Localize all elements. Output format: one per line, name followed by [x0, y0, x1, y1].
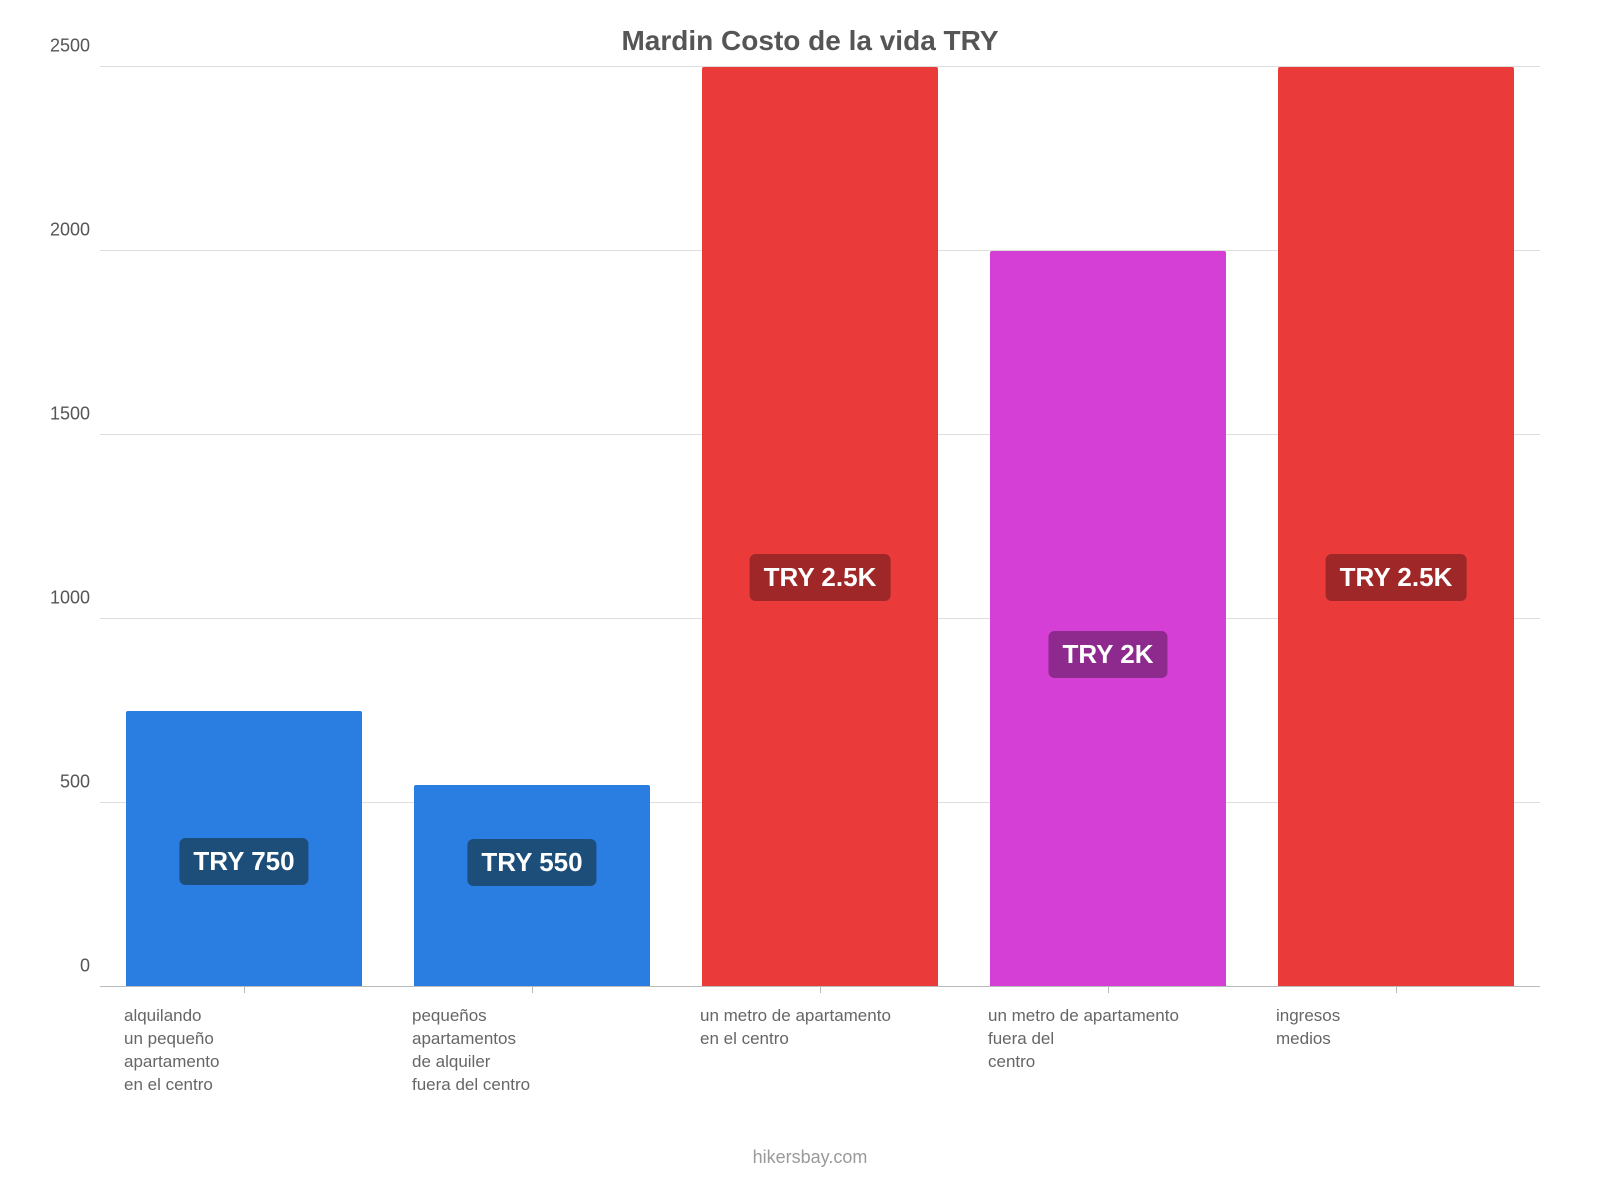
bar-slot: TRY 2.5K	[1252, 67, 1540, 987]
x-labels-row: alquilando un pequeño apartamento en el …	[100, 1005, 1540, 1097]
y-tick-label: 1000	[50, 588, 100, 609]
y-tick-label: 2500	[50, 36, 100, 57]
y-tick-label: 0	[80, 956, 100, 977]
x-tick	[244, 987, 245, 993]
y-tick-label: 1500	[50, 404, 100, 425]
value-badge: TRY 550	[467, 839, 596, 886]
bar: TRY 550	[414, 785, 650, 987]
x-tick	[1108, 987, 1109, 993]
bar-slot: TRY 550	[388, 67, 676, 987]
x-label: un metro de apartamento fuera del centro	[988, 1005, 1240, 1074]
y-tick-label: 2000	[50, 220, 100, 241]
bar-slot: TRY 2K	[964, 67, 1252, 987]
chart-title: Mardin Costo de la vida TRY	[60, 25, 1560, 57]
chart-container: Mardin Costo de la vida TRY 050010001500…	[60, 25, 1560, 1168]
bar: TRY 750	[126, 711, 362, 987]
chart-footer: hikersbay.com	[60, 1147, 1560, 1168]
x-tick	[1396, 987, 1397, 993]
bars-area: TRY 750 TRY 550 TRY 2.5K TRY 2K TRY 2.5K	[100, 67, 1540, 987]
x-label: pequeños apartamentos de alquiler fuera …	[412, 1005, 664, 1097]
value-badge: TRY 2.5K	[750, 554, 891, 601]
x-axis-line	[100, 986, 1540, 987]
x-label: alquilando un pequeño apartamento en el …	[124, 1005, 376, 1097]
bar: TRY 2.5K	[1278, 67, 1514, 987]
bar: TRY 2.5K	[702, 67, 938, 987]
bar-slot: TRY 2.5K	[676, 67, 964, 987]
x-label-slot: ingresos medios	[1252, 1005, 1540, 1097]
x-label: ingresos medios	[1276, 1005, 1528, 1051]
value-badge: TRY 2.5K	[1326, 554, 1467, 601]
bar: TRY 2K	[990, 251, 1226, 987]
plot-area: 05001000150020002500 TRY 750TRY 550TRY 2…	[100, 67, 1540, 987]
x-label: un metro de apartamento en el centro	[700, 1005, 952, 1051]
x-tick	[532, 987, 533, 993]
y-tick-label: 500	[60, 772, 100, 793]
bar-slot: TRY 750	[100, 67, 388, 987]
x-label-slot: un metro de apartamento en el centro	[676, 1005, 964, 1097]
x-label-slot: un metro de apartamento fuera del centro	[964, 1005, 1252, 1097]
value-badge: TRY 750	[179, 838, 308, 885]
x-label-slot: pequeños apartamentos de alquiler fuera …	[388, 1005, 676, 1097]
x-label-slot: alquilando un pequeño apartamento en el …	[100, 1005, 388, 1097]
x-tick	[820, 987, 821, 993]
value-badge: TRY 2K	[1048, 631, 1167, 678]
